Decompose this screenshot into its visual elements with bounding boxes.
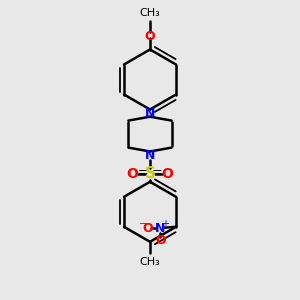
Text: N: N — [145, 148, 155, 162]
Text: −: − — [139, 219, 148, 229]
Text: CH₃: CH₃ — [140, 8, 160, 18]
Text: +: + — [160, 219, 169, 229]
Text: N: N — [145, 106, 155, 120]
Text: O: O — [155, 234, 166, 248]
Text: O: O — [127, 167, 139, 181]
Text: O: O — [142, 222, 153, 235]
Text: N: N — [155, 222, 166, 235]
Text: S: S — [145, 166, 155, 181]
Text: O: O — [161, 167, 173, 181]
Text: =: = — [137, 166, 148, 179]
Text: O: O — [145, 29, 155, 43]
Text: =: = — [152, 166, 163, 179]
Text: CH₃: CH₃ — [140, 257, 160, 267]
